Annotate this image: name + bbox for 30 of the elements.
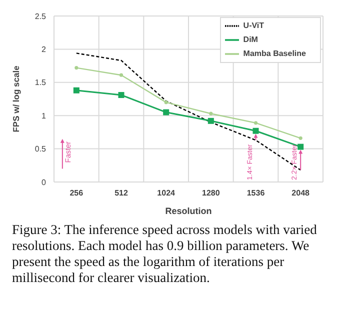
x-tick-label: 1280 bbox=[202, 188, 220, 198]
legend-label: Mamba Baseline bbox=[243, 49, 306, 58]
point bbox=[74, 66, 78, 70]
y-tick-label: 2.5 bbox=[34, 12, 47, 21]
point bbox=[164, 100, 168, 104]
y-tick-label: 0 bbox=[42, 178, 47, 187]
x-axis-title: Resolution bbox=[165, 206, 212, 216]
point bbox=[298, 144, 304, 150]
caption: Figure 3: The inference speed across models with varied resolutions. Each model has 0.9 billion parameters. We present the speed as the logarithm of iterations per millisecond for clearer visualization. bbox=[11, 221, 318, 286]
point bbox=[208, 118, 214, 124]
x-tick-label: 2048 bbox=[292, 188, 310, 198]
y-tick-label: 2 bbox=[42, 45, 47, 54]
point bbox=[118, 92, 124, 98]
point bbox=[73, 87, 80, 94]
x-tick-label: 256 bbox=[70, 188, 84, 198]
point bbox=[252, 128, 259, 134]
y-tick-label: 1.5 bbox=[34, 78, 47, 88]
y-tick-label: 1 bbox=[42, 111, 47, 120]
point bbox=[209, 112, 213, 116]
point bbox=[298, 136, 302, 140]
point bbox=[163, 109, 170, 116]
x-tick-label: 1024 bbox=[157, 188, 176, 198]
legend-label: U-ViT bbox=[243, 21, 264, 30]
x-tick-label: 512 bbox=[114, 188, 128, 198]
point bbox=[254, 121, 258, 125]
legend-label: DiM bbox=[243, 35, 258, 44]
point bbox=[119, 73, 124, 77]
y-axis-title: FPS w/ log scale bbox=[11, 65, 22, 132]
y-tick-label: 0.5 bbox=[34, 144, 47, 154]
x-tick-label: 1536 bbox=[246, 188, 266, 198]
